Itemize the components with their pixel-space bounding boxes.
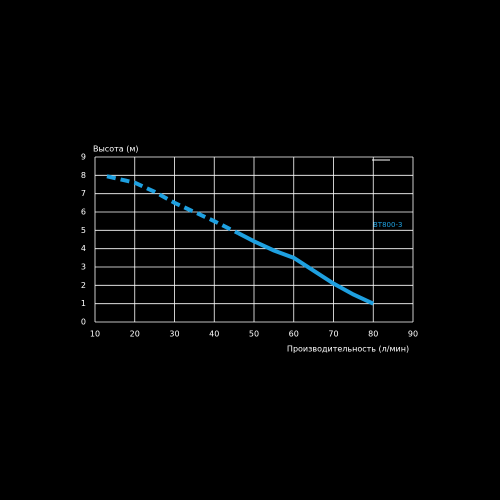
x-tick-label: 70 xyxy=(328,330,338,339)
x-tick-label: 80 xyxy=(368,330,378,339)
x-tick-label: 90 xyxy=(408,330,418,339)
x-tick-label: 10 xyxy=(90,330,100,339)
x-tick-label: 20 xyxy=(130,330,140,339)
y-tick-label: 6 xyxy=(81,208,86,217)
x-axis-label: Производительность (л/мин) xyxy=(287,345,409,354)
y-tick-label: 3 xyxy=(81,263,86,272)
y-axis-label: Высота (м) xyxy=(93,145,138,154)
legend-label: BT800-3 xyxy=(373,221,402,229)
y-tick-label: 1 xyxy=(81,299,86,308)
y-tick-label: 0 xyxy=(81,318,86,327)
y-tick-label: 4 xyxy=(81,244,86,253)
x-tick-label: 50 xyxy=(249,330,259,339)
x-tick-label: 60 xyxy=(289,330,299,339)
series-line xyxy=(106,174,239,235)
y-tick-label: 9 xyxy=(81,153,86,162)
x-tick-label: 30 xyxy=(169,330,179,339)
y-tick-label: 8 xyxy=(81,171,86,180)
y-tick-label: 2 xyxy=(81,281,86,290)
y-tick-label: 5 xyxy=(81,226,86,235)
y-tick-label: 7 xyxy=(81,189,86,198)
series-line xyxy=(237,231,375,306)
x-tick-label: 40 xyxy=(209,330,219,339)
